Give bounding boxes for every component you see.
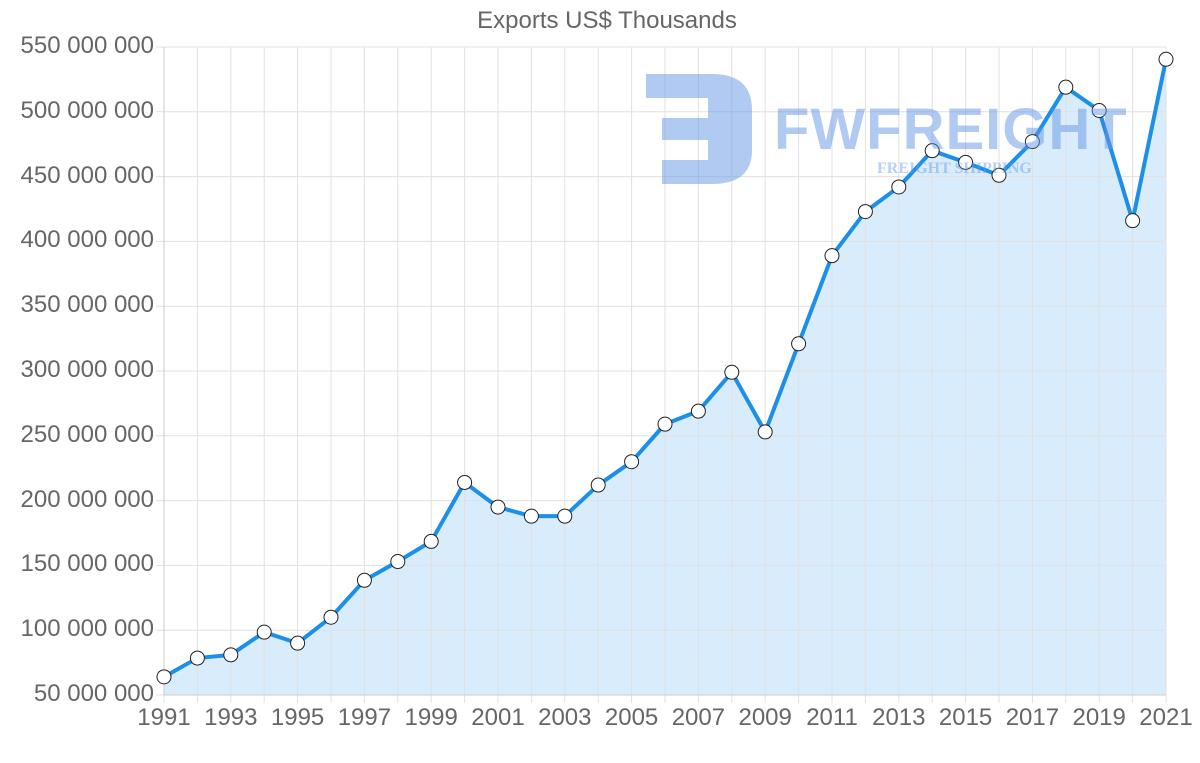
data-point[interactable]: [523, 508, 539, 524]
data-point[interactable]: [1125, 213, 1141, 229]
data-point[interactable]: [1158, 51, 1174, 67]
data-point[interactable]: [290, 635, 306, 651]
x-tick-label: 1993: [204, 704, 258, 731]
data-point[interactable]: [924, 143, 940, 159]
data-point[interactable]: [189, 650, 205, 666]
x-tick-label: 2021: [1139, 704, 1193, 731]
y-tick-label: 50 000 000: [33, 680, 154, 707]
data-point[interactable]: [156, 669, 172, 685]
data-point[interactable]: [791, 336, 807, 352]
data-point[interactable]: [958, 154, 974, 170]
data-point[interactable]: [390, 554, 406, 570]
x-tick-label: 2005: [604, 704, 659, 731]
data-point[interactable]: [690, 403, 706, 419]
area-fill: [164, 59, 1166, 695]
x-tick-label: 2019: [1072, 704, 1126, 731]
x-tick-label: 2015: [938, 704, 993, 731]
data-point[interactable]: [657, 416, 673, 432]
data-point[interactable]: [1091, 103, 1107, 119]
x-tick-label: 2007: [671, 704, 726, 731]
data-point[interactable]: [423, 533, 439, 549]
data-point[interactable]: [891, 179, 907, 195]
watermark-brand: FWFREIGHT: [774, 97, 1128, 162]
data-point[interactable]: [824, 248, 840, 264]
x-tick-label: 2011: [806, 704, 858, 731]
data-point[interactable]: [724, 364, 740, 380]
x-tick-label: 2013: [872, 704, 926, 731]
data-point[interactable]: [857, 204, 873, 220]
y-tick-label: 550 000 000: [20, 32, 154, 59]
y-tick-label: 200 000 000: [20, 485, 154, 513]
data-point[interactable]: [223, 647, 239, 663]
data-point[interactable]: [256, 624, 272, 640]
data-point[interactable]: [624, 454, 640, 470]
data-point[interactable]: [557, 508, 573, 524]
x-tick-label: 2003: [538, 704, 592, 731]
x-tick-label: 2009: [738, 704, 792, 731]
data-point[interactable]: [1058, 79, 1074, 95]
data-point[interactable]: [1024, 134, 1040, 150]
x-tick-label: 1991: [137, 704, 191, 731]
y-tick-label: 350 000 000: [20, 291, 154, 319]
data-point[interactable]: [457, 474, 473, 490]
watermark-tagline: FREIGHT SHIPPING: [877, 160, 1032, 177]
x-tick-label: 1997: [337, 704, 392, 731]
chart-title: Exports US$ Thousands: [477, 7, 737, 34]
y-tick-label: 150 000 000: [20, 550, 154, 578]
y-tick-label: 300 000 000: [20, 356, 154, 383]
data-point[interactable]: [323, 609, 339, 625]
data-point[interactable]: [356, 572, 372, 588]
y-tick-label: 500 000 000: [20, 96, 154, 124]
x-tick-label: 1995: [270, 704, 325, 731]
y-tick-label: 450 000 000: [20, 161, 154, 189]
y-tick-label: 250 000 000: [20, 420, 154, 448]
data-point[interactable]: [991, 167, 1007, 183]
data-point[interactable]: [757, 424, 773, 440]
data-point[interactable]: [490, 499, 506, 515]
x-tick-label: 1999: [404, 704, 458, 731]
y-tick-label: 400 000 000: [20, 226, 154, 254]
x-tick-label: 2017: [1005, 704, 1060, 731]
x-tick-label: 2001: [471, 704, 525, 731]
data-point[interactable]: [590, 477, 606, 493]
y-tick-label: 100 000 000: [20, 615, 154, 643]
